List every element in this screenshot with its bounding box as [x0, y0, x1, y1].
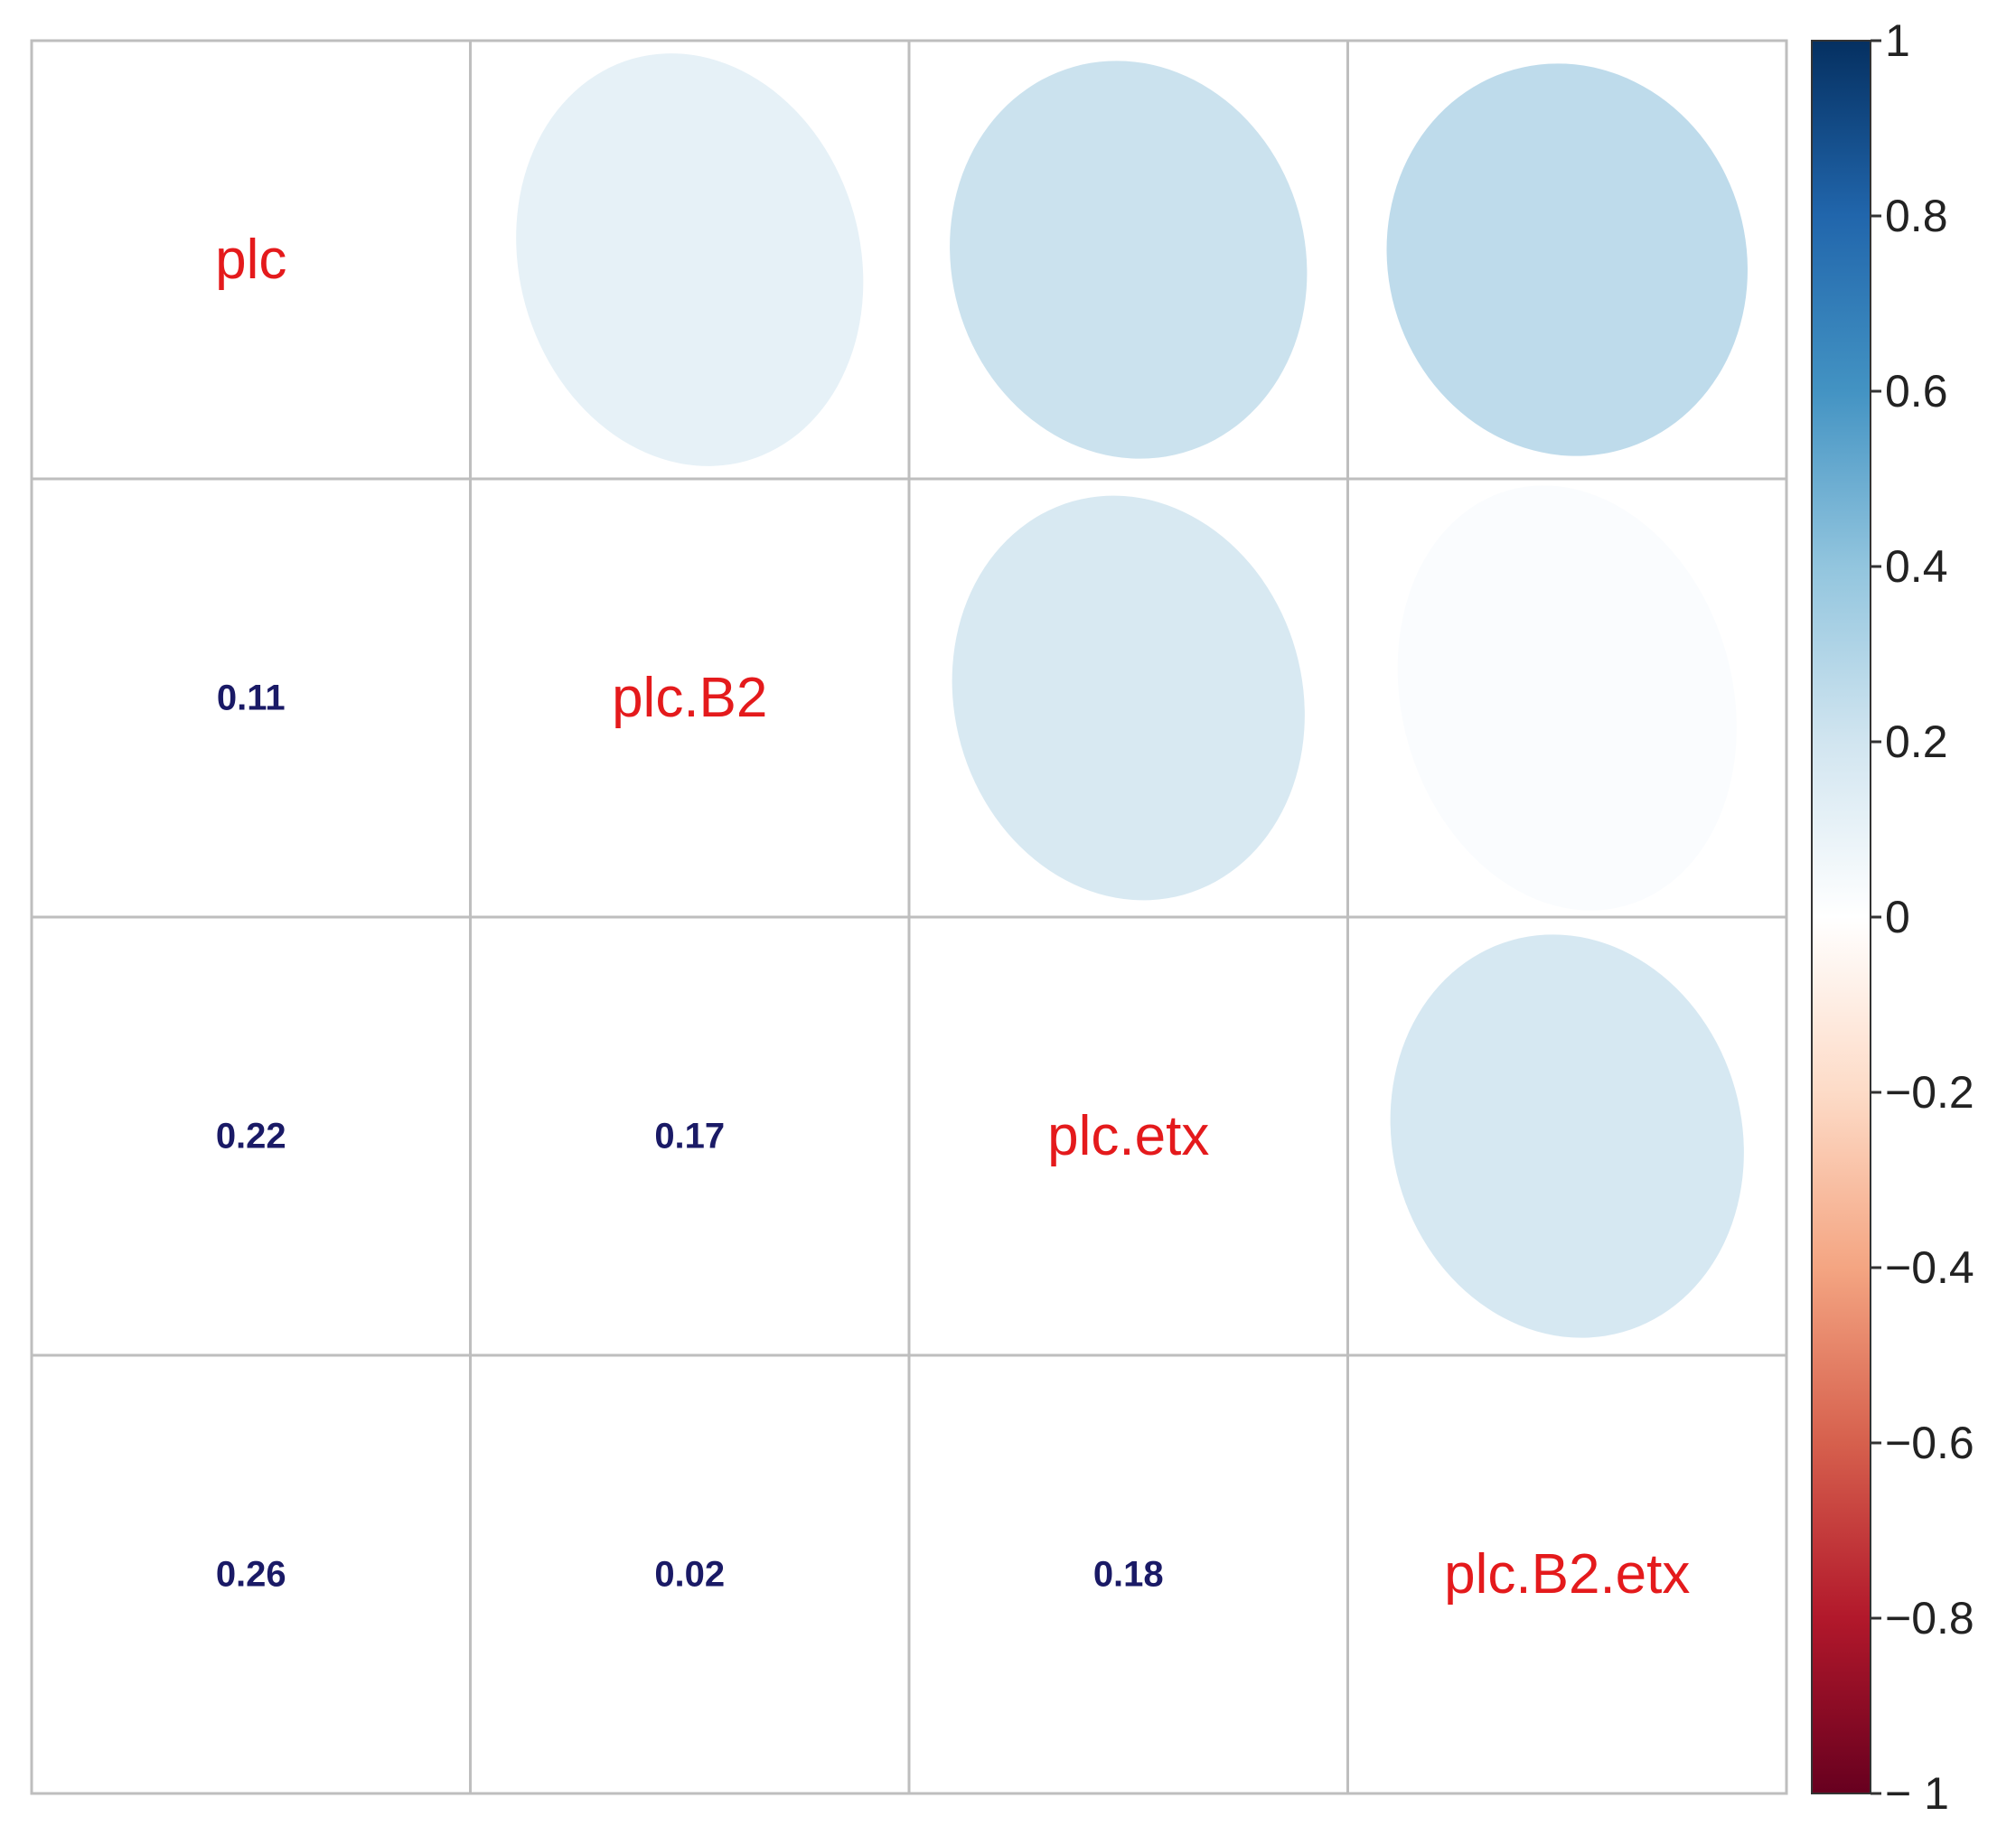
colorbar-tick-label: −0.4 — [1885, 1242, 1974, 1293]
colorbar-tick-label: 1 — [1885, 15, 1910, 66]
correlation-value: 0.26 — [216, 1555, 286, 1595]
correlation-ellipse — [516, 53, 864, 466]
variable-label: plc.etx — [1047, 1105, 1209, 1167]
correlation-value: 0.02 — [654, 1555, 725, 1595]
correlation-ellipse — [950, 61, 1308, 459]
grid-cell — [469, 1353, 911, 1795]
grid-cell — [907, 1353, 1349, 1795]
colorbar-tick-label: 0.6 — [1885, 366, 1948, 417]
correlation-value: 0.11 — [217, 679, 286, 718]
correlation-ellipse — [1386, 63, 1748, 456]
colorbar-tick-label: −0.8 — [1885, 1593, 1974, 1643]
correlation-value: 0.22 — [216, 1117, 286, 1156]
correlation-ellipse — [1397, 485, 1737, 911]
variable-label: plc — [215, 229, 286, 291]
colorbar-tick-label: 0 — [1885, 892, 1910, 942]
colorbar-tick-label: −0.2 — [1885, 1067, 1974, 1118]
correlation-ellipse — [952, 495, 1305, 901]
correlation-value: 0.17 — [654, 1117, 725, 1156]
grid-cell — [30, 39, 472, 481]
variable-label: plc.B2.etx — [1444, 1543, 1690, 1606]
correlation-ellipse — [1390, 934, 1744, 1338]
colorbar-gradient — [1811, 40, 1871, 1794]
grid-cell — [469, 915, 911, 1357]
colorbar: 1 0.8 0.6 0.4 0.2 0 −0.2 −0.4 −0.6 −0.8 − 1 — [1811, 15, 1974, 1819]
matrix-cells: plc plc.B2 plc.etx plc.B2.etx 0.11 0.22 0.17 0.… — [30, 39, 1788, 1795]
colorbar-tick-label: 0.8 — [1885, 191, 1948, 241]
grid-cell — [469, 477, 911, 919]
variable-label: plc.B2 — [612, 667, 767, 729]
colorbar-tick-label: −0.6 — [1885, 1418, 1974, 1468]
grid-cell — [30, 1353, 472, 1795]
colorbar-tick-label: 0.2 — [1885, 716, 1948, 767]
correlation-value: 0.18 — [1093, 1555, 1164, 1595]
grid-cell — [30, 477, 472, 919]
colorbar-tick-label: − 1 — [1885, 1768, 1949, 1819]
grid-cell — [1346, 1353, 1788, 1795]
colorbar-tick-label: 0.4 — [1885, 541, 1948, 592]
